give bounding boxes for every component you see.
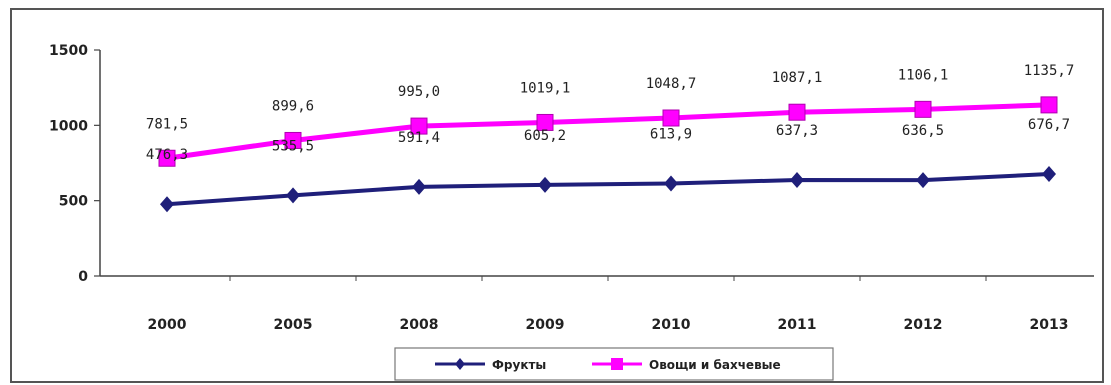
data-point xyxy=(284,131,302,149)
data-point xyxy=(1040,96,1058,114)
data-label: 781,5 xyxy=(146,116,188,132)
data-label: 899,6 xyxy=(272,98,314,114)
series-layer xyxy=(158,96,1058,213)
x-axis-ticks: 2000 2005 2008 2009 2010 2011 2012 2013 xyxy=(148,276,1069,333)
data-label: 1048,7 xyxy=(646,76,697,92)
data-point xyxy=(790,171,804,188)
x-tick-label: 2009 xyxy=(526,317,565,333)
legend-marker-1 xyxy=(611,358,623,370)
axes xyxy=(99,50,1094,277)
data-labels: 476,3 535,5 591,4 605,2 613,9 637,3 636,5 676,7… xyxy=(146,63,1074,163)
legend-label-0: Фрукты xyxy=(492,358,546,372)
data-point xyxy=(410,117,428,135)
data-point xyxy=(664,175,678,192)
data-label: 591,4 xyxy=(398,130,440,146)
chart-frame: 0 500 1000 1500 2000 2005 2008 2009 2010 2011 201… xyxy=(10,8,1104,383)
data-label: 1019,1 xyxy=(520,80,571,96)
x-tick-label: 2008 xyxy=(400,317,439,333)
data-point xyxy=(914,100,932,118)
y-tick-label: 0 xyxy=(78,269,88,285)
legend: Фрукты Овощи и бахчевые xyxy=(394,347,834,381)
data-point xyxy=(412,178,426,195)
y-axis-ticks: 0 500 1000 1500 xyxy=(49,43,100,285)
data-label: 637,3 xyxy=(776,123,818,139)
data-label: 1087,1 xyxy=(772,70,823,86)
data-label: 613,9 xyxy=(650,127,692,143)
data-label: 995,0 xyxy=(398,84,440,100)
x-tick-label: 2013 xyxy=(1030,317,1069,333)
legend-marker-0 xyxy=(455,358,465,370)
data-point xyxy=(286,187,300,204)
data-point xyxy=(788,103,806,121)
x-tick-label: 2010 xyxy=(652,317,691,333)
data-point xyxy=(538,176,552,193)
data-point xyxy=(1042,166,1056,183)
series-line-0 xyxy=(166,172,1050,207)
data-point xyxy=(160,196,174,213)
data-point xyxy=(158,149,176,167)
data-label: 535,5 xyxy=(272,138,314,154)
x-tick-label: 2005 xyxy=(274,317,313,333)
data-label: 1106,1 xyxy=(898,67,949,83)
data-label: 476,3 xyxy=(146,147,188,163)
series-line-1 xyxy=(166,102,1050,161)
y-tick-label: 500 xyxy=(59,194,88,210)
x-tick-label: 2011 xyxy=(778,317,817,333)
data-label: 1135,7 xyxy=(1024,63,1075,79)
data-point xyxy=(916,172,930,189)
data-label: 605,2 xyxy=(524,128,566,144)
y-tick-label: 1500 xyxy=(49,43,88,59)
y-tick-label: 1000 xyxy=(49,118,88,134)
x-tick-label: 2012 xyxy=(904,317,943,333)
legend-label-1: Овощи и бахчевые xyxy=(649,358,781,372)
data-label: 636,5 xyxy=(902,123,944,139)
data-label: 676,7 xyxy=(1028,117,1070,133)
x-tick-label: 2000 xyxy=(148,317,187,333)
line-chart: 0 500 1000 1500 2000 2005 2008 2009 2010 2011 201… xyxy=(49,43,1094,381)
data-point xyxy=(536,113,554,131)
data-point xyxy=(662,109,680,127)
